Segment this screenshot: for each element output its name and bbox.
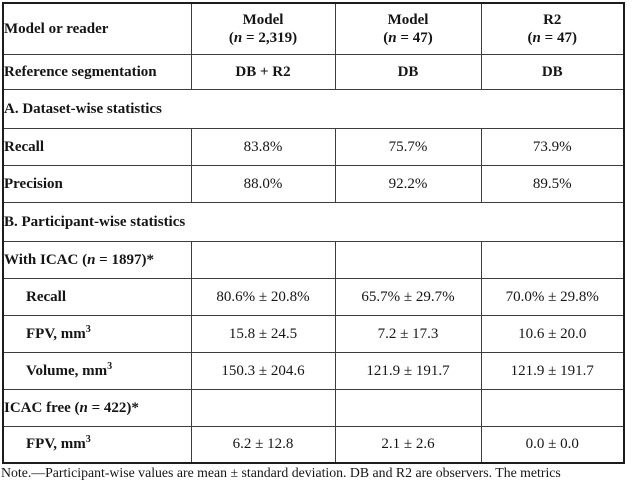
- header-col-model-small: Model (n = 47): [334, 2, 482, 55]
- empty-cell: [480, 240, 625, 279]
- group-label-post: = 1897)*: [95, 251, 154, 268]
- recall-row-with-icac: Recall 80.6% ± 20.8% 65.7% ± 29.7% 70.0%…: [2, 277, 625, 316]
- row-label-text: FPV, mm: [26, 436, 86, 453]
- cell-value: 88.0%: [190, 164, 336, 203]
- group-label-pre: ICAC free (: [4, 399, 80, 416]
- header-col-n: (n = 2,319): [229, 30, 297, 46]
- cell-value: 70.0% ± 29.8%: [480, 277, 625, 316]
- n-italic: n: [532, 29, 541, 46]
- fpv-row-icac-free: FPV, mm3 6.2 ± 12.8 2.1 ± 2.6 0.0 ± 0.0: [2, 425, 625, 464]
- n-rest: = 2,319): [242, 29, 298, 46]
- section-a-title: A. Dataset-wise statistics: [2, 88, 625, 129]
- n-italic: n: [87, 251, 96, 268]
- reference-row: Reference segmentation DB + R2 DB DB: [2, 53, 625, 90]
- n-italic: n: [233, 29, 243, 46]
- precision-row-dataset: Precision 88.0% 92.2% 89.5%: [2, 164, 625, 203]
- n-italic: n: [79, 399, 88, 416]
- reference-cell: DB + R2: [190, 53, 336, 90]
- reference-row-label: Reference segmentation: [2, 53, 192, 90]
- header-col-r2: R2 (n = 47): [480, 2, 625, 55]
- cell-value: 89.5%: [480, 164, 625, 203]
- group-label-post: = 422)*: [87, 399, 139, 416]
- cell-value: 92.2%: [334, 164, 482, 203]
- cell-value: 0.0 ± 0.0: [480, 425, 625, 464]
- section-a-row: A. Dataset-wise statistics: [2, 88, 625, 129]
- results-table: Model or reader Model (n = 2,319) Model (n…: [2, 2, 625, 464]
- empty-cell: [334, 388, 482, 427]
- row-label: Precision: [2, 164, 192, 203]
- group-label-pre: With ICAC (: [4, 251, 88, 268]
- header-col-title: Model: [242, 11, 284, 28]
- n-rest: = 47): [540, 29, 577, 46]
- paren-open: (: [527, 29, 533, 46]
- group-icac-free-row: ICAC free (n = 422)*: [2, 388, 625, 427]
- header-model-or-reader: Model or reader: [2, 2, 192, 55]
- empty-cell: [190, 388, 336, 427]
- table-footnote: Note.—Participant-wise values are mean ±…: [1, 465, 561, 480]
- cell-value: 7.2 ± 17.3: [334, 314, 482, 353]
- n-rest: = 47): [396, 29, 433, 46]
- empty-cell: [334, 240, 482, 279]
- reference-cell: DB: [480, 53, 625, 90]
- cell-value: 73.9%: [480, 127, 625, 166]
- cell-value: 10.6 ± 20.0: [480, 314, 625, 353]
- cell-value: 80.6% ± 20.8%: [190, 277, 336, 316]
- cell-value: 6.2 ± 12.8: [190, 425, 336, 464]
- paren-open: (: [383, 29, 389, 46]
- empty-cell: [190, 240, 336, 279]
- header-col-model-large: Model (n = 2,319): [190, 2, 336, 55]
- row-label-sup: 3: [85, 323, 91, 335]
- section-b-title: B. Participant-wise statistics: [2, 201, 625, 242]
- cell-value: 150.3 ± 204.6: [190, 351, 336, 390]
- volume-row-with-icac: Volume, mm3 150.3 ± 204.6 121.9 ± 191.7 …: [2, 351, 625, 390]
- cell-value: 83.8%: [190, 127, 336, 166]
- row-label: Volume, mm3: [2, 351, 192, 390]
- group-with-icac-row: With ICAC (n = 1897)*: [2, 240, 625, 279]
- n-italic: n: [388, 29, 397, 46]
- row-label: Recall: [2, 127, 192, 166]
- recall-row-dataset: Recall 83.8% 75.7% 73.9%: [2, 127, 625, 166]
- row-label: FPV, mm3: [2, 314, 192, 353]
- cell-value: 121.9 ± 191.7: [334, 351, 482, 390]
- header-col-n: (n = 47): [383, 30, 432, 46]
- cell-value: 121.9 ± 191.7: [480, 351, 625, 390]
- header-col-title: R2: [543, 11, 562, 28]
- cell-value: 65.7% ± 29.7%: [334, 277, 482, 316]
- cell-value: 75.7%: [334, 127, 482, 166]
- empty-cell: [480, 388, 625, 427]
- header-col-n: (n = 47): [528, 30, 577, 46]
- row-label-text: Volume, mm: [26, 362, 108, 379]
- row-label: FPV, mm3: [2, 425, 192, 464]
- row-label: Recall: [2, 277, 192, 316]
- group-with-icac-label: With ICAC (n = 1897)*: [2, 240, 192, 279]
- reference-cell: DB: [334, 53, 482, 90]
- row-label-text: FPV, mm: [26, 325, 86, 342]
- row-label-sup: 3: [85, 434, 91, 446]
- header-row: Model or reader Model (n = 2,319) Model (n…: [2, 2, 625, 55]
- section-b-row: B. Participant-wise statistics: [2, 201, 625, 242]
- fpv-row-with-icac: FPV, mm3 15.8 ± 24.5 7.2 ± 17.3 10.6 ± 2…: [2, 314, 625, 353]
- paren-open: (: [228, 29, 234, 46]
- cell-value: 2.1 ± 2.6: [334, 425, 482, 464]
- header-col-title: Model: [387, 11, 429, 28]
- cell-value: 15.8 ± 24.5: [190, 314, 336, 353]
- group-icac-free-label: ICAC free (n = 422)*: [2, 388, 192, 427]
- row-label-sup: 3: [107, 360, 113, 372]
